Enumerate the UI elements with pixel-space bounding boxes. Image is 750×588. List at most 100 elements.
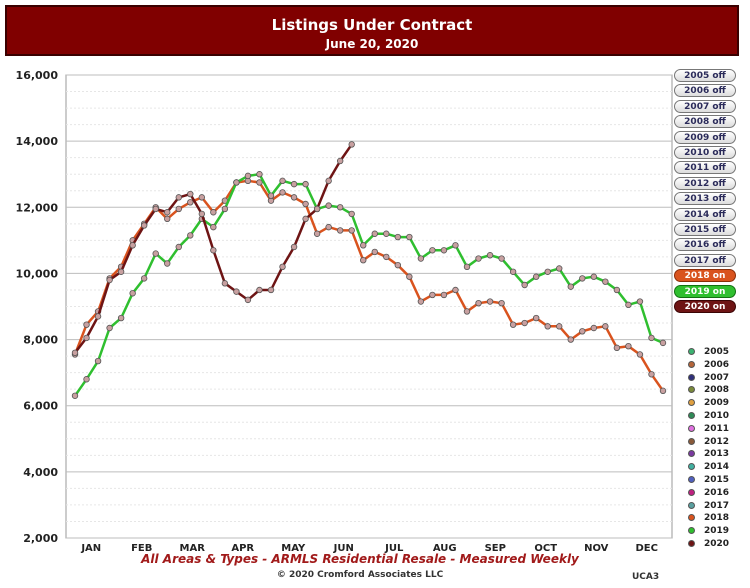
data-point (279, 177, 286, 185)
legend-label: 2016 (704, 487, 730, 498)
legend-label: 2019 (704, 526, 730, 537)
legend-marker-icon (688, 450, 695, 458)
data-point (290, 180, 298, 188)
data-point (452, 286, 459, 294)
toggle-2011[interactable]: 2011 off (674, 161, 736, 175)
data-point (590, 273, 598, 280)
data-point (452, 242, 459, 249)
data-point (106, 324, 113, 332)
data-point (94, 357, 102, 365)
data-point (152, 205, 159, 213)
toggle-2007[interactable]: 2007 off (674, 99, 736, 113)
data-point (648, 334, 655, 342)
data-point (325, 177, 332, 185)
data-point (267, 286, 275, 294)
data-point (556, 265, 563, 272)
data-point (360, 242, 367, 249)
legend-marker-icon (688, 476, 695, 483)
data-point (625, 301, 632, 309)
toggle-2018[interactable]: 2018 on (674, 269, 736, 283)
y-tick-label: 10,000 (16, 267, 59, 280)
data-point (256, 171, 263, 178)
data-point (348, 210, 355, 218)
toggle-2015[interactable]: 2015 off (674, 223, 736, 236)
data-point (290, 243, 298, 251)
data-point (256, 286, 263, 294)
data-point (659, 387, 667, 395)
data-point (210, 223, 217, 231)
legend-marker-icon (688, 514, 695, 522)
y-tick-label: 8,000 (23, 334, 58, 347)
data-point (429, 247, 436, 254)
legend-marker-icon (688, 412, 695, 419)
data-point (417, 298, 425, 305)
legend-marker-icon (688, 488, 695, 496)
toggle-2006[interactable]: 2006 off (674, 84, 736, 98)
data-point (117, 314, 125, 322)
y-tick-label: 6,000 (23, 400, 58, 413)
x-tick-label: DEC (636, 543, 658, 554)
data-point (636, 298, 644, 305)
toggle-2014[interactable]: 2014 off (674, 207, 736, 221)
x-tick-label: FEB (131, 543, 152, 554)
toggle-2008[interactable]: 2008 off (674, 115, 736, 129)
legend-marker-icon (688, 437, 695, 445)
data-point (579, 328, 586, 335)
y-tick-label: 12,000 (16, 201, 59, 214)
data-point (210, 209, 217, 216)
data-point (233, 179, 240, 186)
data-point (625, 342, 632, 350)
data-point (313, 230, 321, 237)
chart-code: UCA3 (632, 572, 660, 582)
data-point (175, 205, 182, 213)
y-tick-label: 14,000 (16, 135, 59, 148)
data-point (475, 255, 482, 262)
data-point (140, 275, 148, 282)
legend-label: 2018 (704, 513, 730, 524)
toggle-2017[interactable]: 2017 off (674, 253, 736, 267)
data-point (394, 233, 402, 241)
legend-label: 2009 (704, 398, 730, 409)
data-point (233, 288, 240, 295)
legend-label: 2011 (704, 423, 730, 434)
data-point (267, 192, 275, 199)
data-point (290, 194, 298, 201)
legend-marker-icon (688, 386, 695, 394)
data-point (129, 290, 136, 297)
toggle-2005[interactable]: 2005 off (674, 69, 736, 82)
data-point (406, 233, 413, 241)
data-point (83, 321, 90, 328)
toggle-2009[interactable]: 2009 off (674, 130, 736, 144)
y-tick-label: 16,000 (16, 69, 59, 82)
series-line-2019 (73, 172, 664, 397)
data-point (394, 261, 402, 269)
legend-label: 2012 (704, 436, 730, 447)
x-tick-label: MAR (180, 543, 206, 554)
toggle-2020[interactable]: 2020 on (674, 300, 736, 313)
x-tick-label: MAY (281, 543, 306, 554)
data-point (106, 276, 113, 284)
toggle-2013[interactable]: 2013 off (674, 192, 736, 206)
data-point (117, 268, 125, 275)
data-point (521, 281, 528, 289)
legend-label: 2010 (704, 411, 730, 421)
legend-marker-icon (688, 424, 695, 432)
toggle-2010[interactable]: 2010 off (674, 146, 736, 159)
chart-subtitle: June 20, 2020 (325, 37, 419, 51)
data-point (383, 230, 390, 237)
x-tick-label: JUL (384, 543, 404, 554)
data-point (348, 227, 355, 234)
data-point (164, 215, 171, 223)
toggle-2016[interactable]: 2016 off (674, 238, 736, 252)
legend-marker-icon (688, 540, 695, 547)
toggle-2012[interactable]: 2012 off (674, 176, 736, 190)
data-point (440, 291, 448, 299)
series-line-2018 (73, 179, 665, 392)
data-point (210, 247, 217, 254)
legend-marker-icon (688, 373, 695, 381)
data-point (613, 344, 621, 352)
series-2018 (71, 177, 667, 395)
toggle-2019[interactable]: 2019 on (674, 284, 736, 298)
data-point (175, 243, 182, 251)
data-point (486, 252, 494, 259)
